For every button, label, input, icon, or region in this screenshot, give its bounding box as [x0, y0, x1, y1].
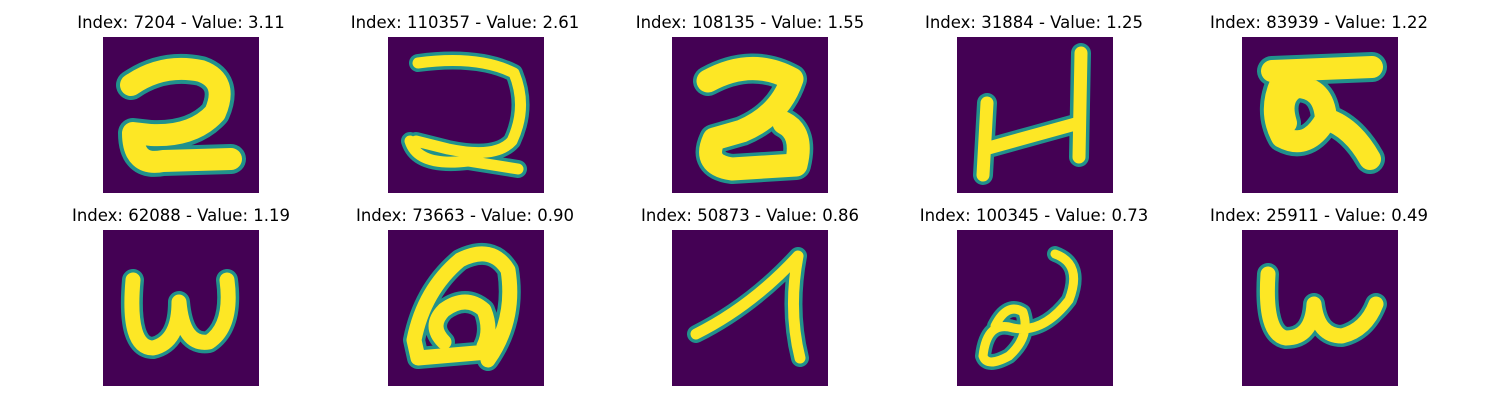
digit-image-panel: [957, 37, 1113, 193]
digit-image: [957, 230, 1113, 386]
panel-title: Index: 50873 - Value: 0.86: [640, 206, 859, 225]
panel-title: Index: 25911 - Value: 0.49: [1209, 206, 1428, 225]
panel-title: Index: 7204 - Value: 3.11: [77, 13, 285, 32]
digit-image-panel: [1242, 230, 1398, 386]
digit-image-panel: [1242, 37, 1398, 193]
digit-image-panel: [103, 230, 259, 386]
digit-image-panel: [672, 37, 828, 193]
panel-title: Index: 108135 - Value: 1.55: [635, 13, 865, 32]
digit-image-panel: [672, 230, 828, 386]
digit-image-panel: [388, 37, 544, 193]
digit-image-panel: [103, 37, 259, 193]
digit-image: [103, 37, 259, 193]
panel-title: Index: 73663 - Value: 0.90: [355, 206, 574, 225]
panel-title: Index: 83939 - Value: 1.22: [1209, 13, 1428, 32]
digit-image-panel: [388, 230, 544, 386]
digit-image: [388, 37, 544, 193]
panel-title: Index: 31884 - Value: 1.25: [924, 13, 1143, 32]
panel-title: Index: 110357 - Value: 2.61: [350, 13, 580, 32]
digit-image: [388, 230, 544, 386]
digit-image-panel: [957, 230, 1113, 386]
digit-image: [1242, 37, 1398, 193]
digit-image: [957, 37, 1113, 193]
digit-image: [672, 230, 828, 386]
panel-title: Index: 100345 - Value: 0.73: [919, 206, 1149, 225]
digit-image: [672, 37, 828, 193]
digit-image: [103, 230, 259, 386]
digit-image: [1242, 230, 1398, 386]
panel-title: Index: 62088 - Value: 1.19: [71, 206, 290, 225]
